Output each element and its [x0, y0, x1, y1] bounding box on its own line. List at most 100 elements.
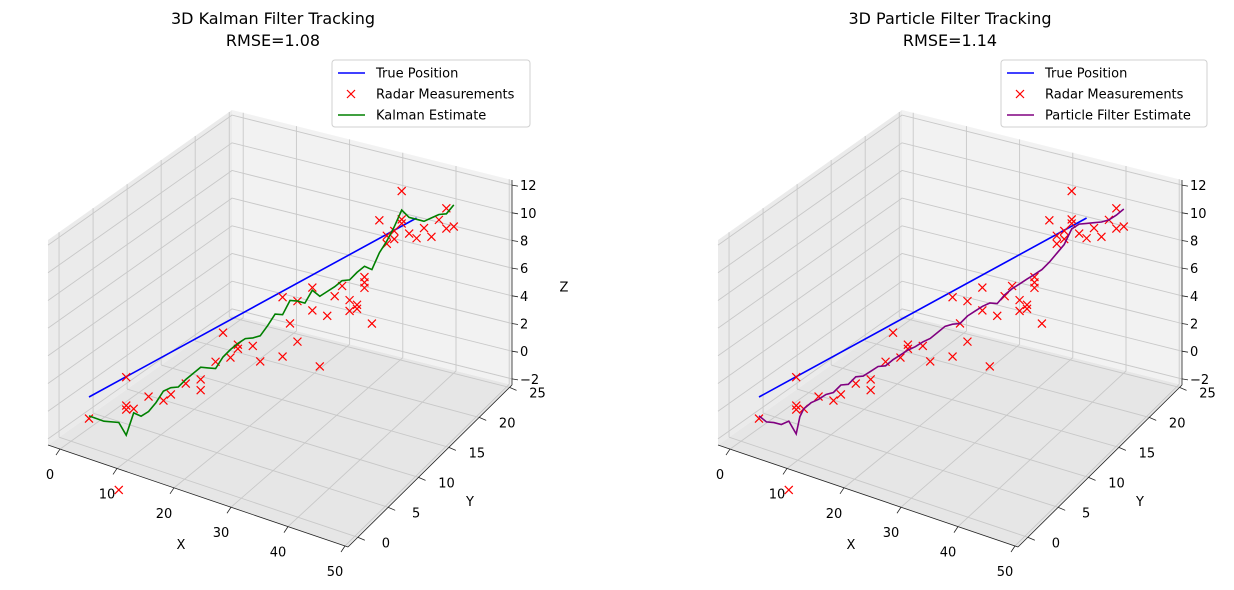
measurement-point: [397, 219, 407, 228]
marker-stroke: [1089, 223, 1099, 233]
z-tick: [1181, 350, 1189, 353]
marker-stroke: [814, 392, 823, 402]
z-tick: [1181, 378, 1189, 381]
marker-stroke: [397, 219, 407, 228]
x-tick-label: 0: [46, 468, 54, 483]
marker-stroke: [315, 362, 325, 371]
measurement-point: [218, 328, 228, 338]
grid-line: [762, 412, 1059, 508]
marker-stroke: [397, 186, 407, 196]
marker-stroke: [196, 385, 206, 395]
y-tick-label: 25: [1199, 386, 1216, 401]
z-tick-label: 8: [520, 234, 528, 249]
measurement-point: [866, 385, 876, 395]
grid-line: [831, 364, 1119, 448]
marker-stroke: [434, 215, 444, 225]
measurement-point: [1119, 222, 1129, 231]
marker-stroke: [218, 328, 228, 338]
grid-line: [957, 370, 1127, 527]
marker-stroke: [784, 485, 794, 495]
marker-stroke: [896, 353, 905, 363]
measurement-point: [129, 404, 139, 414]
measurement-point: [1044, 215, 1054, 225]
x-tick-label: 40: [940, 546, 957, 561]
legend-label: Radar Measurements: [1045, 88, 1184, 103]
measurement-point: [1089, 223, 1099, 233]
grid-line: [92, 412, 389, 508]
measurement-point: [791, 405, 801, 415]
marker-stroke: [159, 396, 168, 405]
x-tick: [953, 526, 959, 533]
grid-line: [195, 340, 480, 418]
measurement-point: [985, 362, 995, 371]
chart-panel-1: 0 10 20 30 40 50 X 0 5 10 15 20 25 Y −2 0 2 4 6 8 10 12 Z 3D Ka…: [46, 9, 569, 580]
z-tick-label: 6: [520, 262, 528, 277]
x-tick-label: 10: [99, 487, 116, 502]
marker-stroke: [1007, 281, 1017, 291]
y-tick-label: 10: [1108, 476, 1125, 491]
marker-stroke: [1059, 226, 1069, 236]
grid-line: [899, 316, 1180, 388]
marker-stroke: [851, 379, 861, 388]
measurement-point: [896, 353, 905, 363]
marker-stroke: [1097, 232, 1106, 242]
measurement-point: [114, 485, 124, 495]
marker-stroke: [836, 390, 846, 399]
marker-stroke: [1052, 239, 1062, 249]
measurement-point: [851, 379, 861, 388]
measurement-point: [791, 372, 801, 382]
grid-line: [1014, 383, 1180, 547]
series-line: [758, 217, 1087, 398]
z-tick: [1181, 240, 1189, 242]
floor-pane: [48, 315, 512, 547]
floor-pane: [718, 315, 1182, 547]
grid-line: [728, 436, 1028, 538]
grid-line: [717, 280, 1183, 412]
marker-stroke: [121, 401, 131, 410]
measurement-point: [121, 405, 131, 415]
z-tick: [1181, 184, 1189, 187]
measurement-point: [1052, 239, 1062, 249]
marker-stroke: [1022, 300, 1032, 310]
marker-stroke: [1074, 229, 1084, 238]
grid-line: [229, 316, 510, 388]
z-axis-label: Z: [560, 281, 569, 296]
grid-line: [796, 388, 1089, 478]
x-tick-label: 20: [156, 507, 173, 522]
measurement-point: [84, 414, 94, 424]
measurement-point: [1059, 226, 1069, 236]
measurement-point: [121, 401, 131, 410]
grid-line: [116, 330, 297, 469]
chart-subtitle: RMSE=1.14: [903, 31, 997, 50]
marker-stroke: [888, 328, 898, 338]
z-tick-label: 12: [520, 179, 537, 194]
grid-line: [58, 436, 358, 538]
measurement-point: [144, 392, 153, 402]
y-axis-label: Y: [465, 495, 474, 510]
grid-line: [843, 344, 1020, 489]
measurement-point: [449, 222, 459, 231]
marker-stroke: [360, 278, 369, 287]
z-tick-label: 0: [1190, 345, 1198, 360]
marker-stroke: [307, 283, 317, 292]
z-tick: [511, 184, 519, 187]
y-tick-label: 20: [499, 416, 516, 431]
marker-stroke: [374, 215, 384, 225]
series-line: [88, 217, 417, 398]
x-tick: [839, 487, 845, 495]
z-tick: [511, 323, 519, 325]
y-tick: [1149, 417, 1157, 421]
measurement-point: [427, 232, 436, 242]
legend-label: True Position: [375, 67, 458, 82]
marker-stroke: [1022, 304, 1032, 314]
marker-stroke: [791, 401, 801, 410]
z-tick-label: 8: [1190, 234, 1198, 249]
measurement-point: [784, 485, 794, 495]
marker-stroke: [233, 344, 243, 354]
z-tick: [511, 240, 519, 242]
marker-stroke: [352, 304, 362, 314]
y-tick: [1179, 387, 1187, 391]
x-tick: [725, 448, 731, 456]
x-axis-line: [717, 444, 1019, 548]
legend-label: Kalman Estimate: [376, 109, 486, 124]
